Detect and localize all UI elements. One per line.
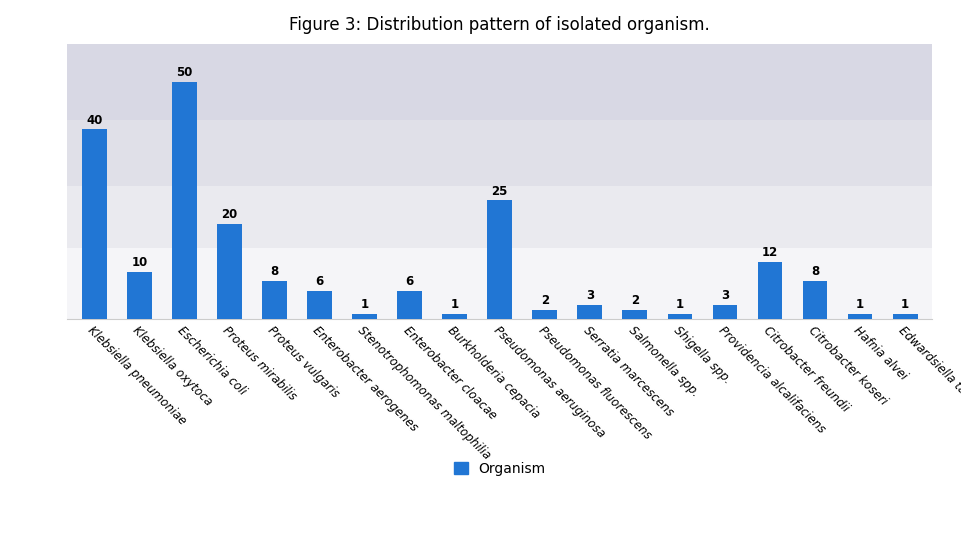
Bar [397,290,422,319]
Text: 25: 25 [491,185,508,197]
Bar [757,262,782,319]
Bar [67,44,932,120]
Text: 8: 8 [811,265,819,278]
Bar [67,186,932,248]
Text: 2: 2 [541,294,549,307]
Legend: Organism: Organism [447,455,553,482]
Text: 6: 6 [406,274,414,288]
Text: 3: 3 [586,289,594,302]
Bar [127,272,152,319]
Bar [802,281,827,319]
Bar [532,310,557,319]
Bar [487,200,512,319]
Text: 12: 12 [762,246,778,259]
Title: Figure 3: Distribution pattern of isolated organism.: Figure 3: Distribution pattern of isolat… [289,16,710,34]
Bar [217,224,242,319]
Bar [442,314,467,319]
Text: 6: 6 [315,274,324,288]
Bar [262,281,287,319]
Text: 1: 1 [451,299,458,311]
Bar [623,310,648,319]
Bar [67,120,932,186]
Bar [352,314,377,319]
Bar [712,305,737,319]
Bar [308,290,332,319]
Text: 8: 8 [270,265,279,278]
Text: 1: 1 [901,299,909,311]
Bar [578,305,603,319]
Text: 1: 1 [856,299,864,311]
Text: 3: 3 [721,289,729,302]
Bar [668,314,692,319]
Text: 1: 1 [676,299,684,311]
Bar [82,129,107,319]
Text: 1: 1 [360,299,369,311]
Text: 10: 10 [132,256,147,269]
Text: 50: 50 [176,66,192,79]
Bar [893,314,918,319]
Text: 40: 40 [86,113,103,127]
Text: 20: 20 [221,208,237,221]
Bar [67,248,932,319]
Text: 2: 2 [630,294,639,307]
Bar [848,314,873,319]
Bar [172,82,197,319]
